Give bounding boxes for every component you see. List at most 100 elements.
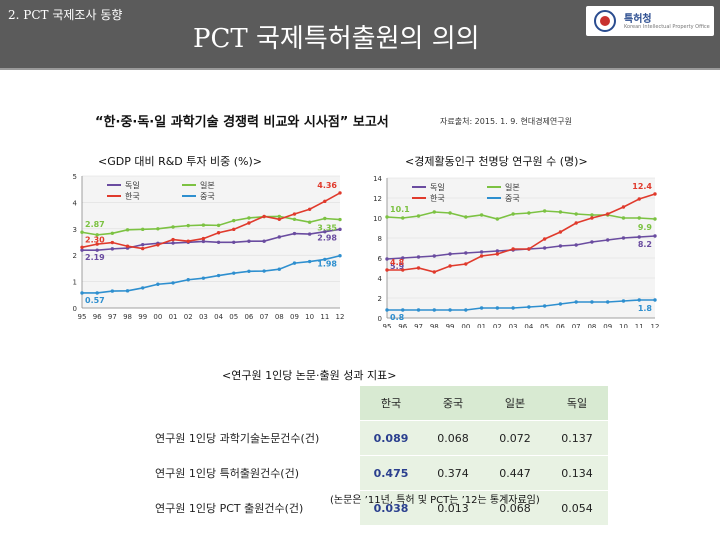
legend-label: 일본 (200, 181, 215, 190)
data-label: 9.9 (638, 223, 653, 232)
x-tick-label: 02 (493, 323, 502, 328)
logo-subtext: Korean Intellectual Property Office (624, 24, 710, 30)
series-point-한국 (307, 207, 312, 211)
series-line-중국 (387, 299, 655, 311)
table-header-cell (155, 386, 360, 421)
series-point-일본 (637, 216, 641, 220)
series-point-중국 (401, 308, 405, 312)
series-point-한국 (277, 217, 281, 221)
series-point-독일 (216, 240, 221, 244)
series-point-독일 (416, 255, 421, 259)
series-point-독일 (558, 244, 563, 248)
series-point-한국 (323, 199, 327, 204)
legend-label: 독일 (430, 183, 445, 192)
header-bar: 2. PCT 국제조사 동향 PCT 국제특허출원의 의의 특허청 Korean… (0, 0, 720, 68)
series-point-중국 (574, 300, 578, 304)
series-point-독일 (292, 231, 297, 236)
series-point-일본 (110, 231, 115, 235)
y-tick-label: 0 (378, 315, 382, 323)
x-tick-label: 06 (556, 323, 565, 328)
data-label: 5.9 (390, 262, 405, 271)
series-point-일본 (416, 214, 421, 218)
series-point-중국 (495, 306, 500, 310)
series-line-일본 (81, 215, 341, 236)
x-tick-label: 97 (414, 323, 423, 328)
series-point-한국 (262, 214, 266, 219)
table-cell: 0.475 (360, 455, 422, 491)
series-point-한국 (171, 237, 175, 242)
series-point-중국 (511, 306, 515, 310)
series-point-중국 (479, 306, 484, 310)
series-point-일본 (574, 212, 578, 216)
y-tick-label: 4 (378, 275, 383, 283)
data-label: 12.4 (632, 182, 652, 191)
table-cell: 0.089 (360, 420, 422, 456)
table-row: 연구원 1인당 특허출원건수(건) 0.475 0.374 0.447 0.13… (155, 455, 608, 491)
kipo-emblem-icon (594, 10, 616, 32)
series-point-독일 (80, 248, 84, 252)
series-point-한국 (216, 231, 221, 235)
series-point-중국 (448, 308, 452, 312)
x-tick-label: 98 (123, 313, 132, 321)
y-tick-label: 6 (378, 255, 383, 263)
series-point-독일 (621, 236, 626, 240)
data-label: 1.98 (317, 260, 337, 269)
x-tick-label: 98 (430, 323, 439, 328)
series-point-중국 (464, 308, 468, 312)
table-cell: 0.072 (484, 420, 546, 456)
table-header-cell: 중국 (442, 397, 464, 410)
series-point-중국 (338, 254, 342, 258)
series-point-일본 (464, 215, 468, 219)
performance-table: 한국 중국 일본 독일 연구원 1인당 과학기술논문건수(건) 0.089 0.… (155, 386, 608, 526)
series-point-일본 (156, 227, 160, 231)
x-tick-label: 08 (587, 323, 596, 328)
series-line-한국 (387, 193, 656, 273)
table-cell: 0.137 (546, 420, 608, 456)
series-point-중국 (277, 267, 281, 271)
data-label: 10.1 (390, 205, 410, 214)
y-tick-label: 0 (73, 305, 77, 313)
series-point-독일 (574, 243, 578, 247)
series-point-한국 (558, 230, 563, 234)
series-point-일본 (495, 217, 500, 221)
x-tick-label: 99 (138, 313, 147, 321)
series-point-독일 (448, 252, 452, 256)
table-caption: <연구원 1인당 논문·출원 성과 지표> (222, 369, 397, 382)
series-point-중국 (110, 289, 115, 293)
series-point-독일 (247, 239, 251, 243)
series-point-중국 (385, 308, 389, 312)
table-header-cell: 한국 (380, 397, 402, 410)
series-point-한국 (232, 227, 236, 232)
series-point-일본 (432, 210, 436, 214)
series-point-일본 (323, 216, 327, 221)
data-label: 8.2 (638, 240, 652, 249)
series-point-중국 (201, 276, 206, 280)
legend-label: 한국 (430, 194, 445, 203)
x-tick-label: 06 (244, 313, 253, 321)
series-point-중국 (95, 291, 99, 295)
x-tick-label: 95 (383, 323, 392, 328)
x-tick-label: 09 (290, 313, 299, 321)
series-point-일본 (186, 223, 190, 228)
series-point-독일 (171, 241, 175, 245)
data-label: 2.19 (85, 253, 105, 262)
series-point-일본 (542, 209, 547, 213)
series-point-독일 (432, 254, 436, 258)
y-tick-label: 2 (378, 295, 382, 303)
series-point-중국 (262, 269, 266, 273)
series-point-독일 (385, 257, 389, 261)
x-tick-label: 99 (446, 323, 455, 328)
x-tick-label: 11 (635, 323, 644, 328)
table-footnote: (논문은 ’11년, 특허 및 PCT는 ’12는 통계자료임) (330, 495, 540, 506)
table-row: 연구원 1인당 과학기술논문건수(건) 0.089 0.068 0.072 0.… (155, 420, 608, 456)
series-point-일본 (621, 216, 626, 220)
series-point-한국 (401, 268, 405, 272)
data-label: 4.36 (317, 181, 337, 190)
data-label: 2.98 (317, 233, 337, 242)
series-point-한국 (156, 243, 160, 247)
legend-label: 중국 (505, 194, 520, 203)
series-point-중국 (125, 289, 130, 293)
series-point-중국 (416, 308, 421, 312)
table-cell: 0.134 (546, 455, 608, 491)
